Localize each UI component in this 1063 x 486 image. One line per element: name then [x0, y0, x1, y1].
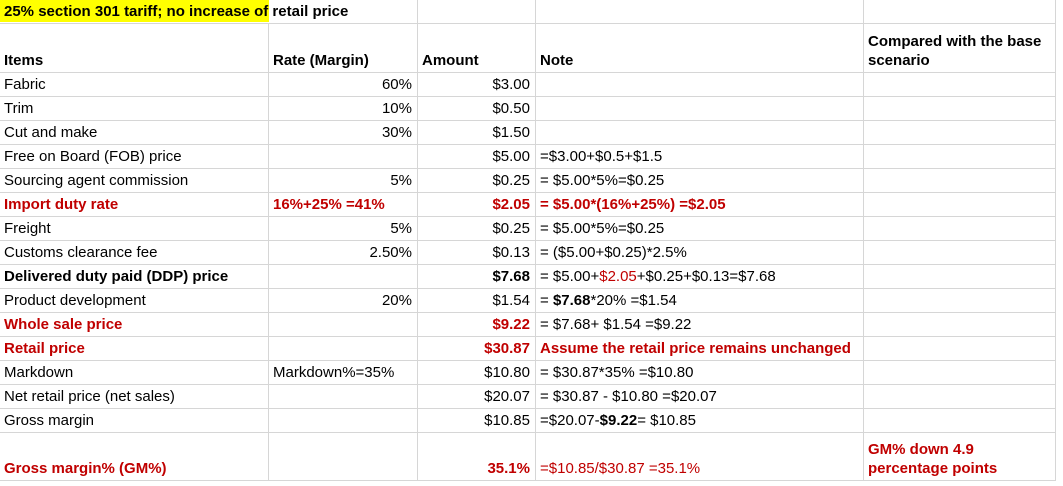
cell-compared[interactable]	[864, 265, 1056, 289]
cell-item[interactable]: Customs clearance fee	[0, 241, 269, 265]
cell-rate[interactable]	[269, 313, 418, 337]
cell-rate[interactable]	[269, 409, 418, 433]
cell-amount[interactable]: 35.1%	[418, 433, 536, 481]
cell-rate[interactable]	[269, 385, 418, 409]
cell-note[interactable]: Assume the retail price remains unchange…	[536, 337, 864, 361]
cell-amount[interactable]: $0.25	[418, 217, 536, 241]
cell-compared[interactable]	[864, 241, 1056, 265]
cell-amount[interactable]: $9.22	[418, 313, 536, 337]
cell-item[interactable]: Fabric	[0, 73, 269, 97]
cell-item[interactable]: Net retail price (net sales)	[0, 385, 269, 409]
cell-note[interactable]: = $5.00+$2.05+$0.25+$0.13=$7.68	[536, 265, 864, 289]
cell-amount[interactable]: $5.00	[418, 145, 536, 169]
sheet-title-cell[interactable]: 25% section 301 tariff; no increase of r…	[0, 0, 418, 24]
cell-rate[interactable]	[269, 433, 418, 481]
cell-note[interactable]: = $7.68+ $1.54 =$9.22	[536, 313, 864, 337]
cell-rate[interactable]: 2.50%	[269, 241, 418, 265]
cell-amount[interactable]: $0.13	[418, 241, 536, 265]
cell-compared[interactable]	[864, 97, 1056, 121]
cell-compared[interactable]	[864, 193, 1056, 217]
cell-item[interactable]: Free on Board (FOB) price	[0, 145, 269, 169]
cell-rate[interactable]	[269, 145, 418, 169]
cell-item[interactable]: Freight	[0, 217, 269, 241]
cell-compared[interactable]	[864, 337, 1056, 361]
cell-amount[interactable]: $2.05	[418, 193, 536, 217]
cell-rate[interactable]	[269, 265, 418, 289]
cell-compared[interactable]	[864, 73, 1056, 97]
cell-rate[interactable]: 10%	[269, 97, 418, 121]
cell-compared[interactable]	[864, 313, 1056, 337]
cell-note[interactable]	[536, 97, 864, 121]
cell-amount[interactable]: $1.54	[418, 289, 536, 313]
cell-amount[interactable]: $30.87	[418, 337, 536, 361]
column-header-amount[interactable]: Amount	[418, 24, 536, 73]
cell-compared[interactable]	[864, 385, 1056, 409]
title-row-empty-cell[interactable]	[864, 0, 1056, 24]
cell-amount[interactable]: $3.00	[418, 73, 536, 97]
cell-amount[interactable]: $0.25	[418, 169, 536, 193]
cell-compared[interactable]: GM% down 4.9 percentage points	[864, 433, 1056, 481]
cell-item[interactable]: Markdown	[0, 361, 269, 385]
cell-amount[interactable]: $7.68	[418, 265, 536, 289]
cell-amount[interactable]: $10.80	[418, 361, 536, 385]
cell-note[interactable]: = $7.68*20% =$1.54	[536, 289, 864, 313]
cell-compared[interactable]	[864, 121, 1056, 145]
cell-compared[interactable]	[864, 361, 1056, 385]
cell-note[interactable]: = $5.00*5%=$0.25	[536, 217, 864, 241]
cell-item[interactable]: Product development	[0, 289, 269, 313]
cell-compared[interactable]	[864, 289, 1056, 313]
cell-compared[interactable]	[864, 217, 1056, 241]
cell-note[interactable]: = $5.00*5%=$0.25	[536, 169, 864, 193]
cell-rate[interactable]: 5%	[269, 169, 418, 193]
cell-rate[interactable]: 60%	[269, 73, 418, 97]
cell-item[interactable]: Whole sale price	[0, 313, 269, 337]
cell-note[interactable]: = $30.87 - $10.80 =$20.07	[536, 385, 864, 409]
cell-item[interactable]: Import duty rate	[0, 193, 269, 217]
cell-note[interactable]: = $5.00*(16%+25%) =$2.05	[536, 193, 864, 217]
cell-note[interactable]: = ($5.00+$0.25)*2.5%	[536, 241, 864, 265]
page-title: 25% section 301 tariff; no increase of r…	[4, 3, 349, 20]
cell-note[interactable]: =$3.00+$0.5+$1.5	[536, 145, 864, 169]
cell-note[interactable]: =$20.07-$9.22= $10.85	[536, 409, 864, 433]
cell-note[interactable]: =$10.85/$30.87 =35.1%	[536, 433, 864, 481]
cell-amount[interactable]: $1.50	[418, 121, 536, 145]
cell-item[interactable]: Cut and make	[0, 121, 269, 145]
cell-rate[interactable]: 16%+25% =41%	[269, 193, 418, 217]
cell-compared[interactable]	[864, 145, 1056, 169]
column-header-note[interactable]: Note	[536, 24, 864, 73]
cell-rate[interactable]: 20%	[269, 289, 418, 313]
yellow-highlight	[0, 0, 269, 22]
cell-rate[interactable]: 5%	[269, 217, 418, 241]
cell-note[interactable]	[536, 73, 864, 97]
column-header-compared[interactable]: Compared with the base scenario	[864, 24, 1056, 73]
cell-compared[interactable]	[864, 409, 1056, 433]
column-header-rate[interactable]: Rate (Margin)	[269, 24, 418, 73]
cell-item[interactable]: Gross margin	[0, 409, 269, 433]
cell-item[interactable]: Retail price	[0, 337, 269, 361]
cell-amount[interactable]: $20.07	[418, 385, 536, 409]
cell-item[interactable]: Gross margin% (GM%)	[0, 433, 269, 481]
cell-item[interactable]: Delivered duty paid (DDP) price	[0, 265, 269, 289]
cell-item[interactable]: Sourcing agent commission	[0, 169, 269, 193]
title-row-empty-cell[interactable]	[536, 0, 864, 24]
cell-item[interactable]: Trim	[0, 97, 269, 121]
cell-rate[interactable]: 30%	[269, 121, 418, 145]
cell-rate[interactable]	[269, 337, 418, 361]
cell-compared[interactable]	[864, 169, 1056, 193]
column-header-items[interactable]: Items	[0, 24, 269, 73]
cell-amount[interactable]: $0.50	[418, 97, 536, 121]
title-row-empty-cell[interactable]	[418, 0, 536, 24]
cell-note[interactable]	[536, 121, 864, 145]
cell-amount[interactable]: $10.85	[418, 409, 536, 433]
cell-note[interactable]: = $30.87*35% =$10.80	[536, 361, 864, 385]
cell-rate[interactable]: Markdown%=35%	[269, 361, 418, 385]
